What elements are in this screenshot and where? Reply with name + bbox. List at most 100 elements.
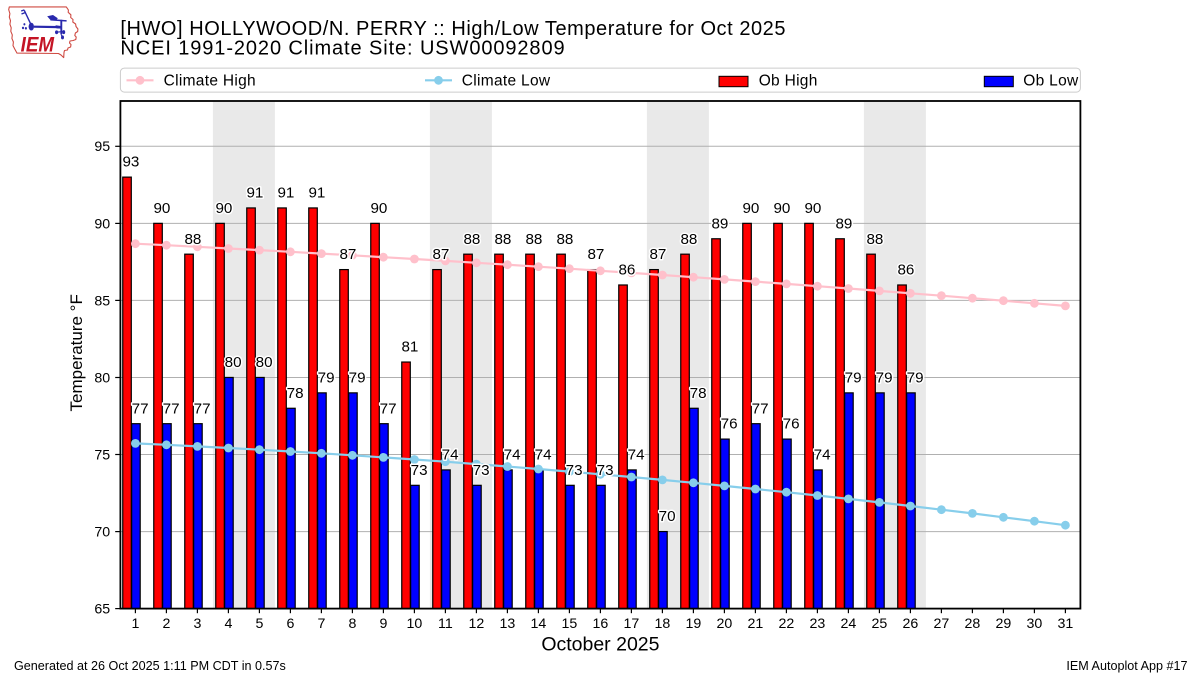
svg-text:2: 2 bbox=[162, 616, 170, 632]
svg-text:IEM Autoplot App #17: IEM Autoplot App #17 bbox=[1066, 659, 1187, 673]
svg-text:88: 88 bbox=[680, 231, 697, 248]
svg-text:89: 89 bbox=[835, 215, 852, 232]
svg-text:91: 91 bbox=[277, 185, 294, 202]
svg-text:4: 4 bbox=[224, 616, 232, 632]
svg-text:87: 87 bbox=[649, 246, 666, 263]
svg-text:12: 12 bbox=[469, 616, 485, 632]
svg-text:93: 93 bbox=[122, 154, 139, 171]
svg-text:7: 7 bbox=[317, 616, 325, 632]
svg-text:90: 90 bbox=[153, 200, 170, 217]
svg-text:25: 25 bbox=[872, 616, 888, 632]
svg-text:88: 88 bbox=[463, 231, 480, 248]
svg-text:88: 88 bbox=[184, 231, 201, 248]
svg-text:6: 6 bbox=[286, 616, 294, 632]
svg-text:3: 3 bbox=[193, 616, 201, 632]
svg-text:87: 87 bbox=[339, 246, 356, 263]
svg-text:17: 17 bbox=[624, 616, 640, 632]
svg-text:95: 95 bbox=[94, 139, 110, 155]
svg-text:74: 74 bbox=[504, 447, 521, 464]
svg-text:88: 88 bbox=[866, 231, 883, 248]
svg-text:77: 77 bbox=[752, 400, 769, 417]
svg-text:77: 77 bbox=[132, 400, 149, 417]
svg-text:74: 74 bbox=[442, 447, 459, 464]
svg-text:NCEI 1991-2020 Climate Site: U: NCEI 1991-2020 Climate Site: USW00092809 bbox=[120, 38, 565, 60]
svg-text:Ob Low: Ob Low bbox=[1023, 72, 1079, 89]
svg-text:74: 74 bbox=[814, 447, 831, 464]
svg-text:73: 73 bbox=[473, 462, 490, 479]
svg-text:80: 80 bbox=[94, 370, 110, 386]
svg-text:78: 78 bbox=[690, 385, 707, 402]
svg-text:16: 16 bbox=[593, 616, 609, 632]
svg-text:18: 18 bbox=[655, 616, 671, 632]
svg-text:22: 22 bbox=[779, 616, 795, 632]
svg-text:88: 88 bbox=[494, 231, 511, 248]
svg-text:23: 23 bbox=[810, 616, 826, 632]
svg-text:80: 80 bbox=[225, 354, 242, 371]
svg-text:79: 79 bbox=[349, 370, 366, 387]
svg-text:88: 88 bbox=[556, 231, 573, 248]
svg-text:79: 79 bbox=[318, 370, 335, 387]
svg-text:74: 74 bbox=[535, 447, 552, 464]
svg-text:8: 8 bbox=[348, 616, 356, 632]
svg-text:29: 29 bbox=[996, 616, 1012, 632]
svg-text:90: 90 bbox=[94, 216, 110, 232]
svg-text:89: 89 bbox=[711, 215, 728, 232]
svg-text:75: 75 bbox=[94, 447, 110, 463]
svg-text:21: 21 bbox=[748, 616, 764, 632]
svg-text:70: 70 bbox=[659, 508, 676, 525]
svg-text:91: 91 bbox=[246, 185, 263, 202]
svg-text:5: 5 bbox=[255, 616, 263, 632]
svg-text:20: 20 bbox=[717, 616, 733, 632]
svg-text:Temperature °F: Temperature °F bbox=[67, 294, 86, 411]
svg-text:IEM: IEM bbox=[21, 33, 55, 56]
svg-text:1: 1 bbox=[131, 616, 139, 632]
svg-text:65: 65 bbox=[94, 602, 110, 618]
svg-text:79: 79 bbox=[845, 370, 862, 387]
svg-text:14: 14 bbox=[531, 616, 547, 632]
svg-text:90: 90 bbox=[370, 200, 387, 217]
svg-text:76: 76 bbox=[783, 416, 800, 433]
svg-text:9: 9 bbox=[379, 616, 387, 632]
svg-text:76: 76 bbox=[721, 416, 738, 433]
svg-text:86: 86 bbox=[897, 262, 914, 279]
svg-text:86: 86 bbox=[618, 262, 635, 279]
svg-text:Climate High: Climate High bbox=[164, 72, 256, 89]
svg-text:Climate Low: Climate Low bbox=[462, 72, 551, 89]
svg-text:Ob High: Ob High bbox=[759, 72, 818, 89]
svg-text:77: 77 bbox=[194, 400, 211, 417]
svg-text:70: 70 bbox=[94, 525, 110, 541]
svg-text:79: 79 bbox=[876, 370, 893, 387]
svg-text:88: 88 bbox=[525, 231, 542, 248]
svg-text:90: 90 bbox=[215, 200, 232, 217]
svg-text:73: 73 bbox=[597, 462, 614, 479]
svg-text:87: 87 bbox=[587, 246, 604, 263]
svg-text:90: 90 bbox=[742, 200, 759, 217]
svg-text:85: 85 bbox=[94, 293, 110, 309]
svg-text:81: 81 bbox=[401, 339, 418, 356]
svg-text:77: 77 bbox=[163, 400, 180, 417]
svg-text:31: 31 bbox=[1058, 616, 1074, 632]
svg-text:26: 26 bbox=[903, 616, 919, 632]
svg-text:October 2025: October 2025 bbox=[541, 634, 659, 656]
svg-text:30: 30 bbox=[1027, 616, 1043, 632]
svg-text:91: 91 bbox=[308, 185, 325, 202]
svg-text:77: 77 bbox=[380, 400, 397, 417]
svg-text:87: 87 bbox=[432, 246, 449, 263]
svg-text:27: 27 bbox=[934, 616, 950, 632]
svg-text:[HWO] HOLLYWOOD/N. PERRY :: Hi: [HWO] HOLLYWOOD/N. PERRY :: High/Low Tem… bbox=[120, 18, 786, 40]
svg-text:90: 90 bbox=[773, 200, 790, 217]
svg-text:73: 73 bbox=[566, 462, 583, 479]
svg-text:13: 13 bbox=[500, 616, 516, 632]
svg-text:Generated at 26 Oct 2025 1:11: Generated at 26 Oct 2025 1:11 PM CDT in … bbox=[14, 659, 286, 673]
svg-text:19: 19 bbox=[686, 616, 702, 632]
svg-text:10: 10 bbox=[407, 616, 423, 632]
svg-text:79: 79 bbox=[907, 370, 924, 387]
svg-text:80: 80 bbox=[256, 354, 273, 371]
svg-text:24: 24 bbox=[841, 616, 857, 632]
svg-text:28: 28 bbox=[965, 616, 981, 632]
svg-text:78: 78 bbox=[287, 385, 304, 402]
svg-text:15: 15 bbox=[562, 616, 578, 632]
svg-text:74: 74 bbox=[628, 447, 645, 464]
svg-text:73: 73 bbox=[411, 462, 428, 479]
svg-text:11: 11 bbox=[438, 616, 453, 632]
